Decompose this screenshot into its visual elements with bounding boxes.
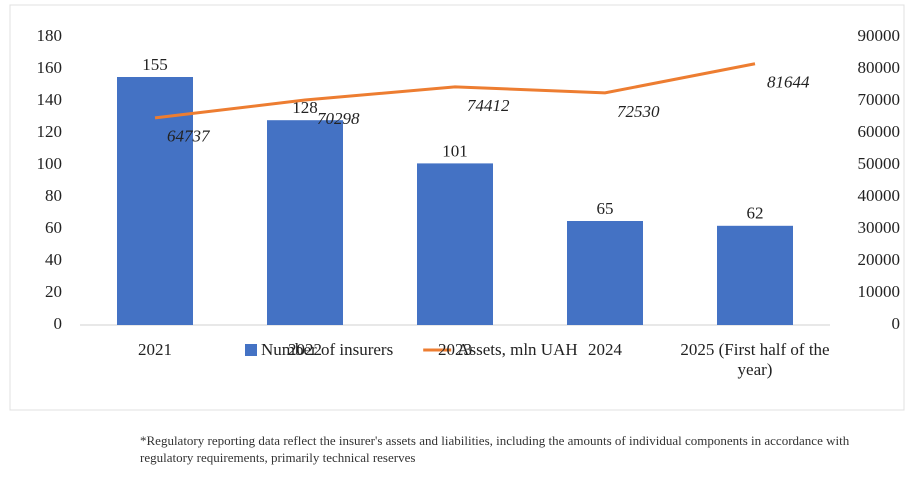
y-tick-label: 100 <box>37 154 63 173</box>
bar <box>117 77 193 325</box>
y2-tick-label: 70000 <box>858 90 901 109</box>
y2-tick-label: 60000 <box>858 122 901 141</box>
bar-value-label: 65 <box>597 199 614 218</box>
y2-tick-label: 40000 <box>858 186 901 205</box>
y-tick-label: 0 <box>54 314 63 333</box>
footnote: *Regulatory reporting data reflect the i… <box>140 433 850 465</box>
line-value-label: 72530 <box>617 102 660 121</box>
x-tick-label: 2021 <box>138 340 172 359</box>
y2-tick-label: 10000 <box>858 282 901 301</box>
bar-value-label: 101 <box>442 141 468 160</box>
bar-value-label: 128 <box>292 98 318 117</box>
bar-value-label: 62 <box>747 204 764 223</box>
y2-tick-label: 90000 <box>858 26 901 45</box>
y-tick-label: 160 <box>37 58 63 77</box>
y2-tick-label: 50000 <box>858 154 901 173</box>
line-value-label: 74412 <box>467 96 510 115</box>
y2-tick-label: 80000 <box>858 58 901 77</box>
chart: 0 20 40 60 80 100 120 140 160 180 0 10000 20000 30000… <box>9 4 905 411</box>
legend-swatch <box>245 344 257 356</box>
line-value-label: 64737 <box>167 127 211 146</box>
y2-tick-label: 0 <box>892 314 901 333</box>
x-tick-label: 2024 <box>588 340 622 359</box>
y-tick-label: 60 <box>45 218 62 237</box>
x-tick-label: 2023 <box>438 340 472 359</box>
bar <box>567 221 643 325</box>
line-value-label: 81644 <box>767 73 810 92</box>
bar-value-label: 155 <box>142 55 168 74</box>
x-tick-label: 2022 <box>288 340 322 359</box>
legend-label: Assets, mln UAH <box>457 340 577 359</box>
y-tick-label: 140 <box>37 90 63 109</box>
y2-tick-label: 30000 <box>858 218 901 237</box>
y-tick-label: 80 <box>45 186 62 205</box>
line <box>154 62 756 120</box>
legend-label: Number of insurers <box>261 340 393 359</box>
y-tick-label: 40 <box>45 250 62 269</box>
bar <box>417 163 493 325</box>
y-tick-label: 180 <box>37 26 63 45</box>
line-value-label: 70298 <box>317 109 360 128</box>
x-tick-label: 2025 (First half of the year) <box>680 340 830 379</box>
y-tick-label: 120 <box>37 122 63 141</box>
y2-tick-label: 20000 <box>858 250 901 269</box>
bar <box>717 225 793 325</box>
y-tick-label: 20 <box>45 282 62 301</box>
chart-frame <box>9 4 905 411</box>
bar <box>267 120 343 325</box>
